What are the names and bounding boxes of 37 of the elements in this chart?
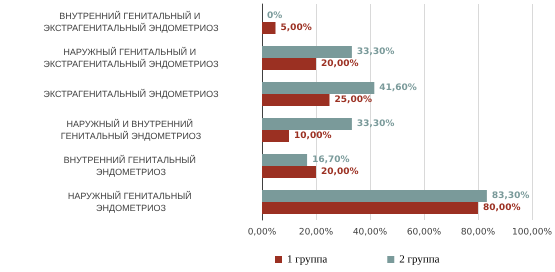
- x-tick-label: 40,00%: [352, 228, 388, 238]
- bar: [262, 154, 308, 166]
- data-label: 20,00%: [320, 59, 358, 69]
- data-label: 83,30%: [492, 191, 530, 201]
- data-label: 80,00%: [482, 203, 520, 213]
- data-label: 33,30%: [356, 119, 394, 129]
- data-label: 16,70%: [312, 155, 350, 165]
- bar: [262, 190, 487, 202]
- bar: [262, 22, 276, 34]
- data-label: 25,00%: [334, 95, 372, 105]
- y-tick-label: НАРУЖНЫЙ ГЕНИТАЛЬНЫЙ И ЭКСТРАГЕНИТАЛЬНЫЙ ЭНДОМЕТРИОЗ: [43, 46, 219, 69]
- y-tick-label: ЭКСТРАГЕНИТАЛЬНЫЙ ЭНДОМЕТРИОЗ: [43, 88, 219, 99]
- y-tick-label: НАРУЖНЫЙ И ВНУТРЕННИЙ ГЕНИТАЛЬНЫЙ ЭНДОМЕТРИОЗ: [60, 118, 202, 141]
- legend-label: 2 группа: [399, 254, 440, 266]
- data-label: 10,00%: [294, 131, 332, 141]
- data-label: 33,30%: [356, 47, 394, 57]
- data-label: 41,60%: [379, 83, 417, 93]
- y-tick-label: НАРУЖНЫЙ ГЕНИТАЛЬНЫЙ ЭНДОМЕТРИОЗ: [68, 190, 194, 213]
- x-tick-label: 0,00%: [248, 228, 277, 238]
- bar: [262, 166, 316, 178]
- x-tick-label: 60,00%: [406, 228, 442, 238]
- bar: [262, 94, 330, 106]
- data-label: 20,00%: [320, 167, 358, 177]
- x-tick-label: 20,00%: [298, 228, 334, 238]
- bar: [262, 130, 289, 142]
- data-label: 5,00%: [280, 23, 312, 33]
- bar: [262, 58, 316, 70]
- x-tick-label: 100,00%: [512, 228, 552, 238]
- bar: [262, 202, 478, 214]
- y-tick-label: ВНУТРЕННИЙ ГЕНИТАЛЬНЫЙ ЭНДОМЕТРИОЗ: [64, 154, 198, 177]
- bar: [262, 46, 352, 58]
- y-tick-label: ВНУТРЕННИЙ ГЕНИТАЛЬНЫЙ И ЭКСТРАГЕНИТАЛЬНЫЙ ЭНДОМЕТРИОЗ: [43, 10, 219, 33]
- legend-label: 1 группа: [287, 254, 328, 266]
- data-label: 0%: [267, 11, 282, 21]
- bar: [262, 118, 352, 130]
- bar: [262, 82, 374, 94]
- x-tick-label: 80,00%: [460, 228, 496, 238]
